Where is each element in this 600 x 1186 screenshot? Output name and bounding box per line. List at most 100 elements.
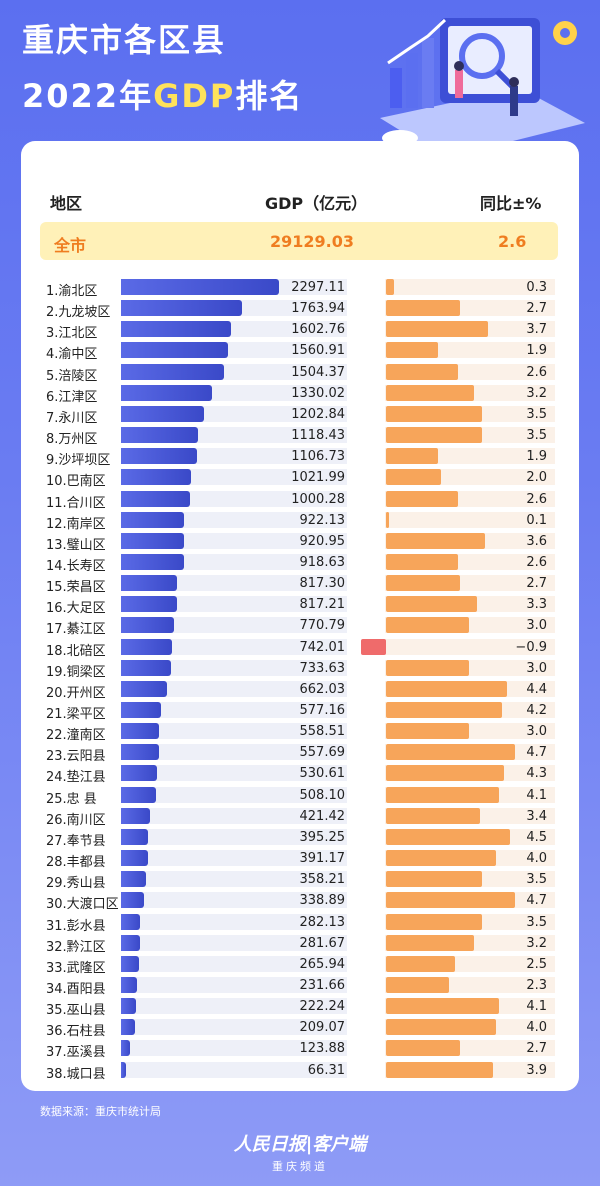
region-label: 7.永川区 (46, 410, 98, 426)
growth-bar (386, 786, 499, 803)
gdp-bar (121, 702, 161, 718)
growth-value: 3.0 (526, 724, 547, 740)
region-label: 3.江北区 (46, 326, 98, 342)
gdp-value: 1021.99 (291, 470, 345, 486)
growth-value: 1.9 (526, 343, 547, 359)
gdp-value: 123.88 (299, 1041, 346, 1057)
growth-value: 3.4 (526, 808, 547, 824)
gdp-track (121, 1019, 347, 1036)
gdp-bar (121, 617, 175, 634)
gdp-bar (121, 976, 137, 993)
gdp-bar (121, 575, 178, 592)
region-label: 13.璧山区 (46, 537, 106, 553)
growth-value: 3.2 (526, 385, 547, 401)
growth-value: 3.2 (526, 935, 547, 951)
gdp-bar (121, 342, 229, 359)
city-total-growth: 2.6 (498, 232, 527, 251)
growth-value: 3.3 (526, 597, 547, 613)
region-label: 2.九龙坡区 (46, 305, 111, 321)
gdp-value: 66.31 (307, 1062, 345, 1078)
gdp-track (121, 955, 347, 972)
growth-value: 4.0 (526, 1020, 547, 1036)
gdp-track (121, 680, 347, 697)
gdp-track (121, 617, 347, 634)
growth-bar (386, 448, 439, 465)
city-total-row: 全市 29129.03 2.6 (40, 222, 558, 260)
growth-value: 3.5 (526, 406, 547, 422)
region-label: 36.石柱县 (46, 1024, 106, 1040)
growth-bar (386, 300, 461, 317)
title-year: 2022年 (22, 77, 154, 115)
growth-bar (386, 617, 469, 634)
growth-bar (386, 405, 483, 422)
region-label: 12.南岸区 (46, 516, 106, 532)
gdp-value: 918.63 (299, 554, 346, 570)
growth-value: 0.3 (526, 280, 547, 295)
city-total-gdp: 29129.03 (270, 232, 355, 251)
growth-bar (386, 807, 480, 824)
growth-value: 4.7 (526, 893, 547, 909)
gdp-value: 770.79 (299, 618, 346, 634)
gdp-value: 281.67 (299, 935, 346, 951)
region-label: 9.沙坪坝区 (46, 453, 111, 469)
growth-bar (386, 850, 496, 867)
region-label: 34.酉阳县 (46, 981, 106, 997)
growth-bar (386, 511, 389, 528)
region-label: 23.云阳县 (46, 749, 106, 765)
region-label: 35.巫山县 (46, 1003, 106, 1019)
gdp-value: 265.94 (299, 956, 346, 972)
gdp-bar (121, 511, 185, 528)
region-label: 21.梁平区 (46, 707, 106, 722)
gdp-bar (121, 807, 150, 824)
gdp-value: 1118.43 (291, 428, 345, 444)
brand-channel: 重庆频道 (272, 1160, 328, 1173)
gdp-value: 1202.84 (291, 406, 345, 422)
growth-bar (386, 723, 469, 740)
growth-value: 4.0 (526, 851, 547, 867)
gdp-bar (121, 786, 156, 803)
gdp-value: 358.21 (299, 872, 346, 888)
region-label: 8.万州区 (46, 432, 98, 448)
region-label: 28.丰都县 (46, 855, 106, 871)
gdp-value: 395.25 (299, 829, 346, 845)
region-label: 16.大足区 (46, 601, 106, 617)
gdp-track (121, 765, 347, 782)
region-label: 1.渝北区 (46, 284, 98, 299)
growth-bar (386, 934, 474, 951)
growth-value: 2.3 (526, 977, 547, 993)
gdp-track (121, 892, 347, 909)
gdp-value: 742.01 (299, 639, 346, 655)
data-source: 数据来源：重庆市统计局 (40, 1105, 161, 1118)
gdp-bar (121, 638, 173, 655)
region-label: 38.城口县 (46, 1066, 106, 1082)
growth-value: 4.2 (526, 703, 547, 718)
gdp-track (121, 575, 347, 592)
growth-value: 3.0 (526, 660, 547, 676)
gdp-value: 1330.02 (291, 385, 345, 401)
growth-value: 2.7 (526, 1041, 547, 1057)
region-label: 22.潼南区 (46, 728, 106, 744)
gdp-bar (121, 871, 146, 888)
gdp-value: 209.07 (299, 1020, 346, 1036)
region-label: 29.秀山县 (46, 876, 106, 892)
page-title-line1: 重庆市各区县 (22, 21, 227, 59)
gdp-bar (121, 448, 198, 465)
growth-value: 4.3 (526, 766, 547, 782)
gdp-value: 733.63 (299, 660, 346, 676)
growth-bar (386, 976, 450, 993)
growth-bar (386, 998, 499, 1015)
growth-value: 2.7 (526, 576, 547, 592)
gdp-value: 558.51 (299, 724, 346, 740)
gdp-value: 662.03 (299, 681, 346, 697)
gdp-value: 2297.11 (291, 280, 345, 295)
gdp-value: 1000.28 (291, 491, 345, 507)
gdp-track (121, 596, 347, 613)
gdp-bar (121, 1019, 136, 1036)
gdp-track (121, 934, 347, 951)
gdp-bar (121, 405, 204, 422)
ranking-card (21, 141, 579, 1091)
growth-track (385, 638, 555, 655)
region-label: 37.巫溪县 (46, 1045, 106, 1061)
region-label: 18.北碚区 (46, 643, 106, 659)
gdp-value: 817.30 (299, 576, 346, 592)
